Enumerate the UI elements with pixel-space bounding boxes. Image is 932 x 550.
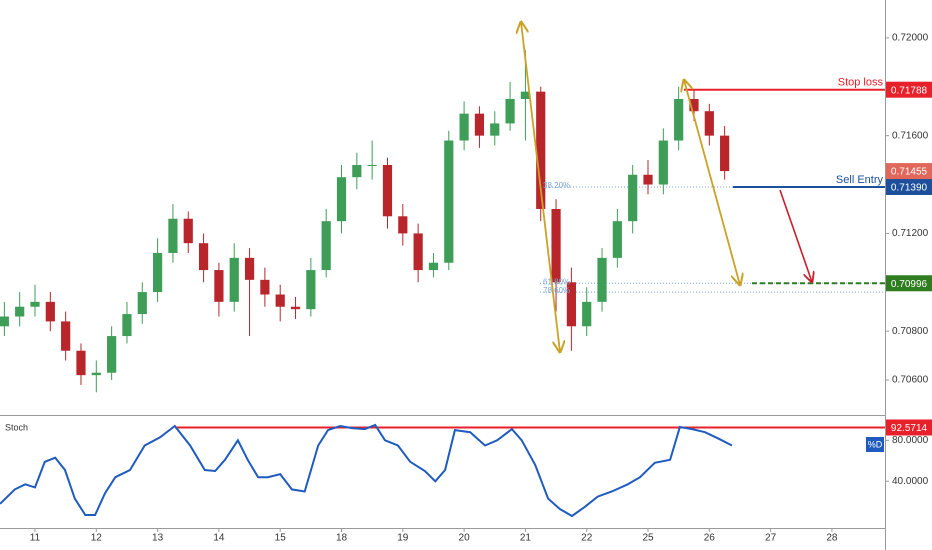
legend-box: [866, 437, 884, 452]
target-arrow: [779, 189, 812, 282]
candle-body: [306, 270, 316, 310]
level-price-box: [886, 275, 932, 292]
candle-body: [244, 257, 255, 280]
candle-body: [198, 243, 209, 271]
x-tick-label: 21: [520, 533, 532, 544]
level-name: Sell Entry: [836, 174, 884, 186]
level-price-label: 0.71788: [891, 85, 928, 96]
x-tick-label: 15: [275, 533, 287, 544]
y-tick-label: 0.71200: [892, 228, 929, 239]
candle-body: [505, 98, 515, 124]
level-price-label: 0.71390: [891, 183, 928, 194]
candle-body: [382, 164, 393, 217]
x-tick-label: 22: [581, 533, 593, 544]
x-tick-label: 26: [704, 533, 716, 544]
candle-body: [45, 301, 55, 322]
fib-label: 38.20%: [543, 181, 570, 190]
candle-body: [321, 221, 331, 271]
candle-body: [566, 282, 576, 327]
candle-body: [336, 177, 347, 222]
candle-body: [367, 164, 377, 166]
candle-body: [76, 350, 86, 376]
candle-body: [290, 306, 301, 310]
swing-arrow: [684, 80, 740, 285]
x-tick-label: 27: [765, 533, 777, 544]
candle-body: [137, 292, 147, 315]
candle-body: [107, 336, 117, 373]
swing-arrow: [521, 22, 560, 352]
y-tick-label: 0.70600: [892, 375, 929, 386]
candle-body: [413, 233, 423, 271]
candle-body: [91, 372, 101, 376]
candle-body: [674, 98, 684, 141]
candle-body: [612, 221, 622, 258]
stoch-line: [0, 423, 733, 518]
candle-body: [15, 306, 25, 317]
stoch-level-label: 92.5714: [891, 423, 928, 434]
stoch-level-box: [886, 419, 932, 436]
level-name: Stop loss: [838, 77, 884, 89]
level-price-label: 0.70996: [891, 279, 928, 290]
candle-body: [214, 270, 224, 302]
candle-body: [122, 314, 132, 337]
last-price-label: 0.71455: [891, 167, 928, 178]
candle-body: [30, 301, 40, 307]
candle-body: [183, 218, 193, 244]
fib-label: 78.60%: [543, 286, 570, 295]
candle-body: [643, 174, 653, 185]
candle-body: [628, 174, 638, 222]
x-tick-label: 28: [826, 533, 838, 544]
x-tick-label: 12: [91, 533, 103, 544]
candle-body: [720, 135, 730, 172]
candle-body: [658, 140, 668, 185]
candle-body: [0, 316, 9, 327]
legend-label: %D: [868, 439, 883, 449]
y-tick-label: 0.71600: [892, 130, 929, 141]
candle-body: [229, 257, 239, 302]
stoch-tick-label: 40.0000: [892, 476, 929, 487]
candle-body: [153, 252, 163, 293]
candle-body: [551, 208, 561, 283]
x-tick-label: 14: [213, 533, 225, 544]
candle-body: [260, 279, 270, 295]
candle-body: [459, 113, 469, 141]
candle-body: [398, 216, 408, 234]
x-tick-label: 25: [642, 533, 654, 544]
last-price-box: [886, 163, 932, 180]
x-tick-label: 19: [397, 533, 409, 544]
y-tick-label: 0.70800: [892, 326, 929, 337]
stoch-tick-label: 80.0000: [892, 435, 929, 446]
fib-label: 61.80%: [543, 277, 570, 286]
candle-body: [444, 140, 454, 263]
level-price-box: [886, 178, 932, 195]
candle-body: [428, 262, 439, 271]
candle-body: [704, 111, 714, 136]
candle-body: [597, 257, 607, 302]
candle-body: [474, 113, 485, 136]
candle-body: [61, 321, 71, 351]
x-tick-label: 11: [30, 533, 41, 544]
candle-body: [168, 218, 178, 253]
y-tick-label: 0.72000: [892, 33, 929, 44]
candle-body: [490, 123, 500, 136]
x-tick-label: 13: [152, 533, 164, 544]
candle-body: [275, 294, 285, 307]
indicator-title: Stoch: [5, 422, 28, 432]
x-tick-label: 18: [336, 533, 348, 544]
candle-body: [352, 164, 362, 178]
x-tick-label: 20: [459, 533, 471, 544]
level-price-box: [886, 81, 932, 98]
candle-body: [582, 301, 592, 327]
